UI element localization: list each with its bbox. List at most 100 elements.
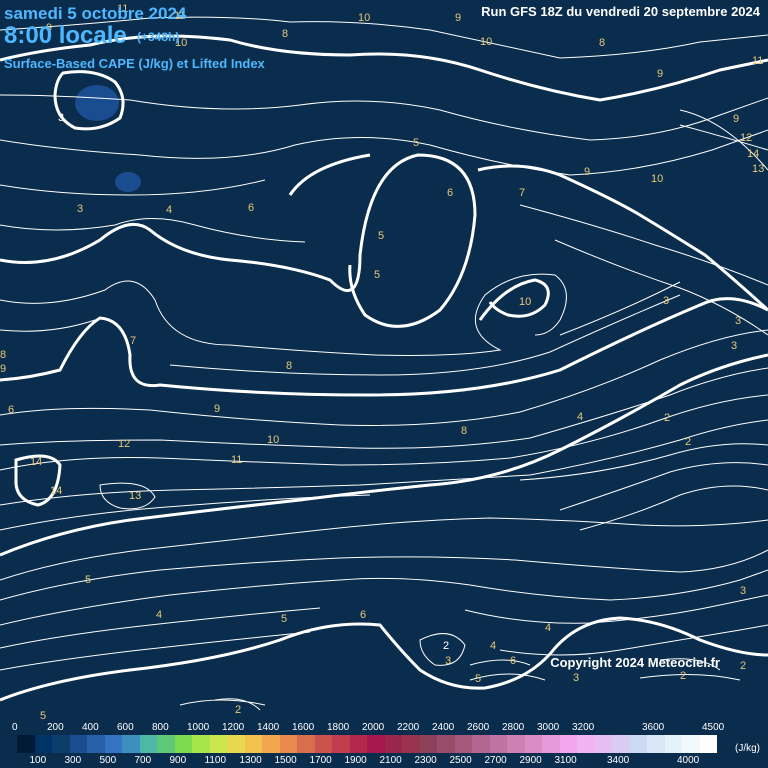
- legend-tick: 1500: [275, 755, 297, 766]
- legend-tick: 2900: [520, 755, 542, 766]
- legend-color-cell: [560, 735, 578, 753]
- contour-value-label: 8: [282, 28, 288, 40]
- contour-value-label: 6: [360, 609, 366, 621]
- legend-tick: 2200: [397, 722, 419, 733]
- legend-color-cell: [472, 735, 490, 753]
- contour-value-label: 3: [445, 655, 451, 667]
- legend-tick: 2800: [502, 722, 524, 733]
- contour-value-label: 2: [235, 704, 241, 716]
- contour-value-label: 3: [77, 203, 83, 215]
- legend-color-cell: [35, 735, 53, 753]
- legend-tick: 1000: [187, 722, 209, 733]
- legend-color-cell: [262, 735, 280, 753]
- contour-value-label: 5: [281, 613, 287, 625]
- legend-color-cell: [420, 735, 438, 753]
- contour-value-label: 6: [8, 404, 14, 416]
- legend-tick: 100: [30, 755, 47, 766]
- contour-value-label: 5: [475, 673, 481, 685]
- legend-color-cell: [280, 735, 298, 753]
- legend-color-cell: [245, 735, 263, 753]
- legend-tick: 2300: [415, 755, 437, 766]
- contour-value-label: 5: [374, 269, 380, 281]
- contour-value-label: 10: [480, 36, 492, 48]
- legend-tick: 3000: [537, 722, 559, 733]
- copyright-text: Copyright 2024 Meteociel.fr: [550, 655, 720, 670]
- legend-tick: 900: [170, 755, 187, 766]
- contour-value-label: 10: [358, 12, 370, 24]
- legend-tick: 0: [12, 722, 18, 733]
- contour-value-label: 4: [490, 640, 496, 652]
- contour-value-label: 9: [214, 403, 220, 415]
- contour-value-label: 5: [85, 574, 91, 586]
- legend-tick: 3200: [572, 722, 594, 733]
- legend-color-cell: [17, 735, 35, 753]
- contour-value-label: 4: [166, 204, 172, 216]
- contour-value-label: 14: [50, 485, 62, 497]
- contour-value-label: 6: [248, 202, 254, 214]
- model-run: Run GFS 18Z du vendredi 20 septembre 202…: [481, 4, 760, 19]
- legend-tick: 3100: [555, 755, 577, 766]
- contour-value-label: 3: [740, 585, 746, 597]
- contour-value-label: 9: [455, 12, 461, 24]
- legend-tick: 1700: [310, 755, 332, 766]
- contour-value-label: 9: [733, 113, 739, 125]
- forecast-date: samedi 5 octobre 2024: [4, 4, 186, 24]
- legend-tick: 400: [82, 722, 99, 733]
- contour-value-label: 14: [30, 456, 42, 468]
- contour-value-label: 13: [129, 490, 141, 502]
- legend-color-cell: [350, 735, 368, 753]
- parameter-label: Surface-Based CAPE (J/kg) et Lifted Inde…: [4, 56, 265, 71]
- legend-color-cell: [455, 735, 473, 753]
- legend-tick: 4000: [677, 755, 699, 766]
- legend-color-cell: [577, 735, 595, 753]
- legend-color-cell: [595, 735, 613, 753]
- contour-value-label: 6: [510, 655, 516, 667]
- legend-color-cell: [315, 735, 333, 753]
- legend-tick: 3600: [642, 722, 664, 733]
- legend-tick: 2000: [362, 722, 384, 733]
- legend-color-cell: [385, 735, 403, 753]
- legend-tick: 1800: [327, 722, 349, 733]
- contour-value-label: 9: [657, 68, 663, 80]
- legend-tick: 2100: [380, 755, 402, 766]
- contour-value-label: 2: [740, 660, 746, 672]
- contour-value-label: 6: [447, 187, 453, 199]
- legend-color-cell: [332, 735, 350, 753]
- contour-value-label: 2: [664, 412, 670, 424]
- legend-color-cell: [367, 735, 385, 753]
- legend-color-cell: [647, 735, 665, 753]
- legend-tick: 2500: [450, 755, 472, 766]
- contour-value-label: 8: [0, 349, 6, 361]
- legend-color-cell: [630, 735, 648, 753]
- contour-value-label: 10: [519, 296, 531, 308]
- legend-color-cell: [122, 735, 140, 753]
- contour-value-label: 10: [267, 434, 279, 446]
- legend-tick: 500: [100, 755, 117, 766]
- legend-tick: 1200: [222, 722, 244, 733]
- legend-color-cell: [525, 735, 543, 753]
- legend-color-cell: [665, 735, 683, 753]
- legend-color-cell: [297, 735, 315, 753]
- legend-color-cell: [70, 735, 88, 753]
- legend-color-cell: [175, 735, 193, 753]
- legend-unit: (J/kg): [735, 743, 760, 754]
- contour-value-label: 10: [651, 173, 663, 185]
- legend-color-cell: [507, 735, 525, 753]
- legend-tick: 2600: [467, 722, 489, 733]
- legend-tick: 1900: [345, 755, 367, 766]
- contour-value-label: 8: [461, 425, 467, 437]
- contour-value-label: 3: [663, 295, 669, 307]
- contour-value-label: 14: [747, 148, 759, 160]
- legend-tick: 300: [65, 755, 82, 766]
- legend-color-cell: [140, 735, 158, 753]
- legend-color-cell: [490, 735, 508, 753]
- contour-lines: [0, 0, 768, 720]
- legend-tick: 1300: [240, 755, 262, 766]
- contour-value-label: 4: [156, 609, 162, 621]
- contour-value-label: 4: [545, 622, 551, 634]
- contour-value-label: 12: [118, 438, 130, 450]
- contour-value-label: 8: [286, 360, 292, 372]
- weather-map: samedi 5 octobre 2024 8:00 locale (+348h…: [0, 0, 768, 720]
- contour-value-label: 2: [685, 436, 691, 448]
- legend-tick: 1600: [292, 722, 314, 733]
